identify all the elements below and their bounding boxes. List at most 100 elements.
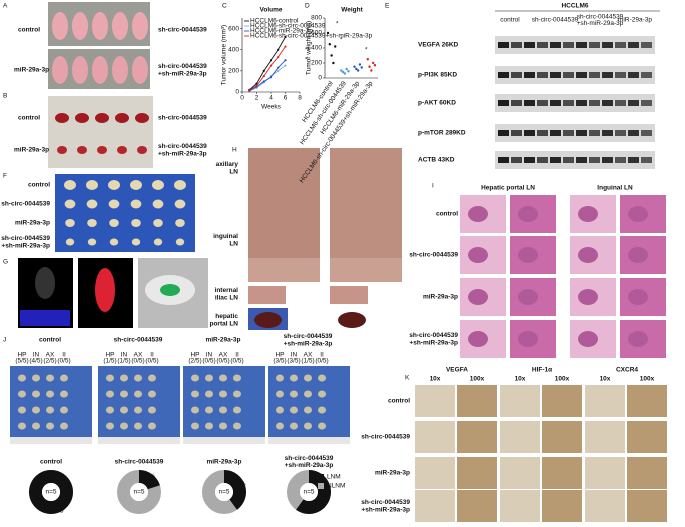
point [343, 72, 347, 75]
label: control [500, 17, 520, 24]
ihc [457, 421, 497, 453]
series-line [249, 59, 286, 92]
label: Tumor weight (mg) [306, 21, 313, 75]
mouse [92, 12, 108, 40]
label: miR-29a-3p [618, 17, 652, 24]
point [368, 65, 371, 68]
label: n=5 [133, 489, 144, 496]
band [602, 130, 613, 136]
lymph-node [276, 374, 284, 382]
ihc [457, 385, 497, 417]
label: 100x [555, 376, 570, 383]
legend-label: HCCLM6-control [250, 18, 299, 25]
legend-label: HCCLM6-sh-circ-0044539 [250, 23, 326, 30]
band [576, 100, 587, 106]
lymph-node [219, 406, 227, 414]
label: 100x [640, 376, 655, 383]
label: miR-29a-3p [14, 147, 49, 154]
label: (0/5) [315, 358, 328, 365]
band [537, 100, 548, 106]
tumor [87, 238, 97, 246]
label: Hepatic portal LN [481, 185, 535, 192]
label: portal LN [209, 320, 238, 327]
lymph-node [518, 206, 538, 222]
lymph-node [518, 247, 538, 263]
label: control [388, 398, 410, 405]
mouse [72, 12, 88, 40]
point [340, 69, 343, 72]
blot [495, 94, 655, 112]
label: II [62, 352, 66, 359]
lymph-node [628, 247, 648, 263]
ihc [500, 421, 540, 453]
band [511, 157, 522, 163]
band [563, 100, 574, 106]
lymph-node [205, 406, 213, 414]
label: Weeks [261, 104, 281, 111]
band [641, 72, 652, 78]
ihc [415, 421, 455, 453]
band [628, 42, 639, 48]
point [353, 65, 356, 68]
lymph-node [276, 390, 284, 398]
label: Inguinal LN [597, 185, 633, 192]
label: miR-29a-3p [423, 294, 458, 301]
tumor [152, 180, 164, 190]
band [615, 72, 626, 78]
lymph-node [134, 406, 142, 414]
band [498, 100, 509, 106]
ihc [457, 490, 497, 522]
point [248, 89, 251, 92]
label: AX [134, 352, 143, 359]
lymph-node [191, 374, 199, 382]
label: AX [46, 352, 55, 359]
label: LN [229, 168, 238, 175]
label: Tumor volume (mm³) [221, 25, 228, 85]
band [615, 100, 626, 106]
lymph-node [106, 406, 114, 414]
label: control [40, 459, 62, 466]
label: 10x [515, 376, 526, 383]
label: (0/5) [57, 358, 70, 365]
label: sh-circ-0044539 [158, 143, 207, 150]
lymph-node [134, 374, 142, 382]
band [589, 100, 600, 106]
lymph-node [191, 390, 199, 398]
point [262, 80, 265, 83]
annotation: * [340, 37, 343, 44]
ihc [627, 421, 667, 453]
label: sh-circ-0044539 [577, 13, 624, 20]
tumor [130, 180, 142, 190]
photo [248, 148, 320, 258]
lymph-node [233, 390, 241, 398]
panel-label: C [222, 3, 227, 10]
point [326, 31, 330, 35]
band [511, 72, 522, 78]
tumor [117, 146, 127, 154]
band [576, 157, 587, 163]
band [524, 130, 535, 136]
point [358, 63, 362, 66]
y-tick-label: 400 [228, 46, 239, 53]
lymph-node [518, 331, 538, 347]
lymph-node [46, 374, 54, 382]
ihc [415, 385, 455, 417]
label: +sh-miR-29a-3p [158, 70, 207, 77]
label: control [436, 211, 458, 218]
mouse [132, 12, 148, 40]
point [366, 58, 369, 61]
specimen [338, 312, 366, 328]
label: +sh-miR-29a-3p [361, 506, 410, 513]
mouse [132, 56, 148, 84]
donut-slice [138, 470, 160, 490]
ihc [542, 490, 582, 522]
specimen [160, 284, 180, 296]
lymph-node [468, 206, 488, 222]
tumor [115, 113, 129, 123]
photo [55, 174, 195, 252]
band [576, 72, 587, 78]
ihc [627, 457, 667, 489]
point [341, 70, 345, 74]
band [589, 157, 600, 163]
point [330, 54, 333, 57]
